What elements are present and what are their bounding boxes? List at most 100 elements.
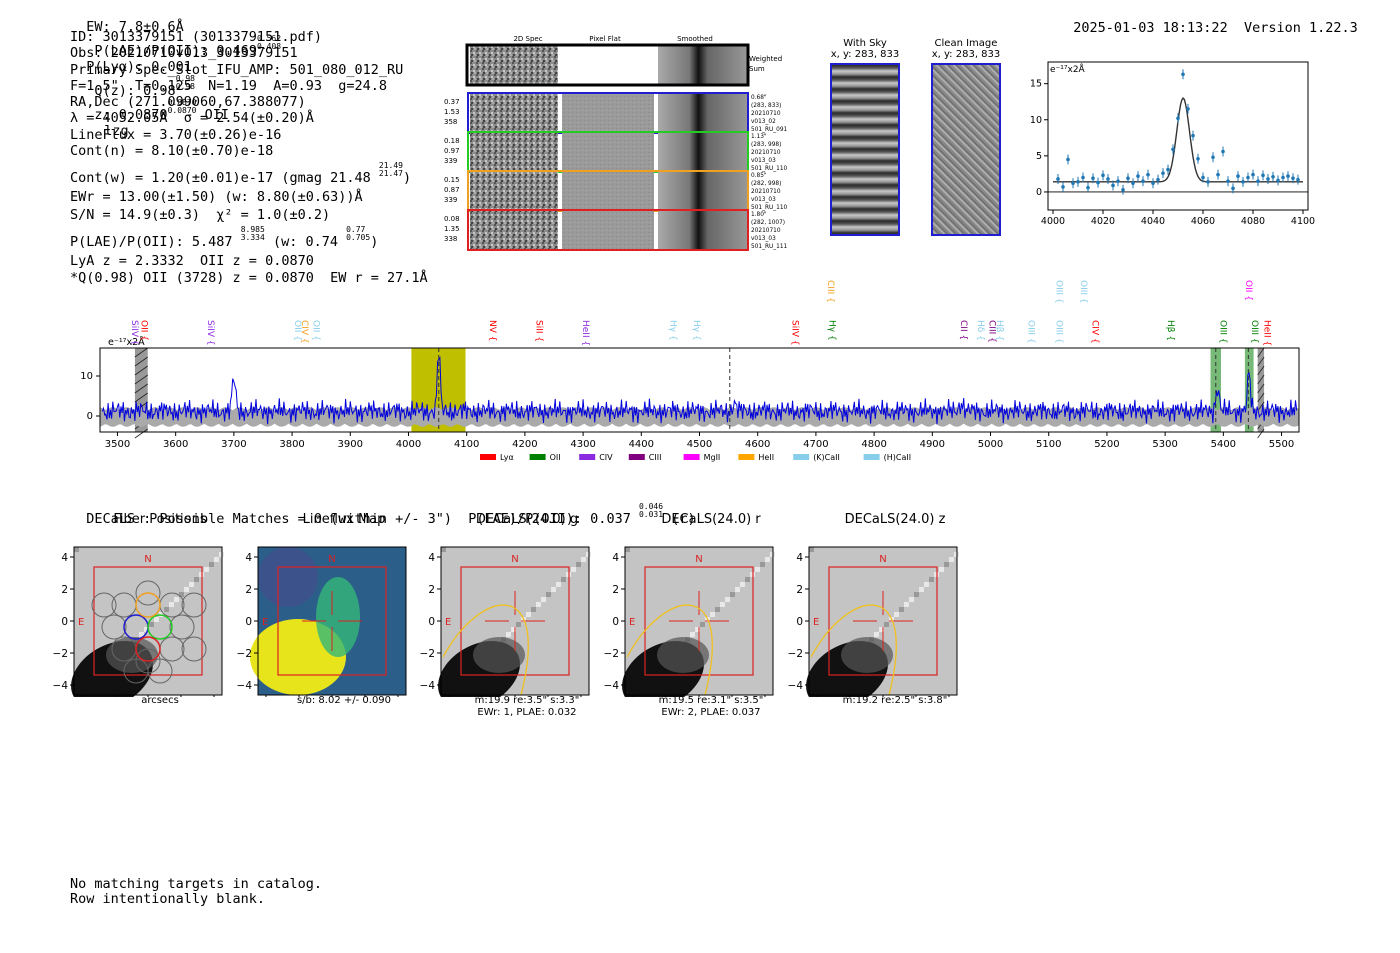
cutout-pixel (581, 557, 586, 562)
spectrum-x-tick-label: 4300 (570, 439, 595, 450)
fiber-row-meta: 20210710 (751, 189, 781, 195)
cutout-pixel (700, 622, 705, 627)
with-sky-title: With Sky x, y: 283, 833 (830, 38, 900, 60)
aperture-box (93, 566, 203, 676)
fiber-pixelflat (562, 172, 654, 210)
cutout-pixel (184, 587, 189, 592)
spectrum-x-tick-label: 4800 (861, 439, 886, 450)
zoom-data-point (1241, 180, 1245, 184)
spectrum-x-tick-label: 3600 (163, 439, 188, 450)
zoom-data-point (1106, 177, 1110, 181)
cutout-title: Fiber Positions (113, 512, 207, 527)
fiber-row-meta: 0.85" (751, 173, 767, 179)
cutout-y-tick-label: −4 (53, 680, 69, 692)
cutout-pixel (441, 547, 446, 552)
galaxy-halo (657, 637, 709, 673)
fiber-circle-green (147, 614, 173, 640)
legend-swatch (480, 454, 496, 460)
east-label: E (629, 617, 635, 628)
zoom-data-point (1236, 174, 1240, 178)
fiber-row-meta: 501_RU_110 (751, 166, 788, 172)
cutout-pixel (169, 602, 174, 607)
spectrum-hatch (1257, 401, 1265, 412)
fiber-row-stat: 338 (444, 235, 457, 243)
zoom-data-point (1226, 179, 1230, 183)
fiber-row-stat: 339 (444, 196, 457, 204)
clean-image-label: Clean Image (934, 38, 998, 49)
cutout-pixel (944, 562, 949, 567)
footer-line2: Row intentionally blank. (70, 891, 266, 907)
fiber-row: 0.15 0.87 339 0.85" (282, 998) 20210710 v013_0… (444, 170, 788, 212)
fiber-smoothed (658, 172, 748, 210)
col-title-smoothed: Smoothed (677, 35, 713, 43)
zoom-data-point (1141, 179, 1145, 183)
info-qline: *Q(0.98) OII (3728) z = 0.0870 EW r = 27… (70, 269, 428, 286)
zoom-axes (1047, 61, 1309, 211)
spectrum-hatch (134, 383, 148, 394)
zoom-data-point (1121, 187, 1125, 192)
cutout-y-tick-label: 4 (428, 552, 435, 564)
zoom-data-point (1166, 167, 1170, 172)
spectrum-hatch (1257, 392, 1265, 403)
legend-swatch (628, 454, 645, 460)
galaxy-halo (841, 637, 893, 673)
fiber-rows: 0.37 1.53 358 0.68" (283, 833) 20210710 v013_0… (444, 92, 788, 251)
cutout-pixel (909, 597, 914, 602)
header-version: Version 1.22.3 (1243, 20, 1358, 36)
spectrum-line-id: OIII { (1249, 320, 1259, 344)
zoom-x-tick-label: 4080 (1241, 216, 1265, 227)
fiber-circle (181, 592, 207, 618)
legend-swatch (529, 454, 546, 460)
cutout-pixel (720, 602, 725, 607)
spectrum-hatch (1257, 347, 1265, 358)
cutout-caption: m:19.2 re:2.5" s:3.8" (842, 695, 948, 706)
fiber-smoothed (658, 211, 748, 249)
spectrum-line-id: Hγ { (691, 320, 701, 341)
east-label: E (813, 617, 819, 628)
cutout-y-tick-label: −4 (420, 680, 436, 692)
footer-notes: No matching targets in catalog. Row inte… (70, 877, 322, 907)
cutout-pixel (511, 627, 516, 632)
cutout-pixel (809, 547, 814, 552)
cutout-y-tick-label: 4 (612, 552, 619, 564)
spectrum-line-id: SiIV { (790, 320, 800, 346)
col-title-2dspec: 2D Spec (513, 35, 542, 43)
spectrum-masked-band (1257, 348, 1265, 432)
spectrum-x-tick-label: 4400 (629, 439, 654, 450)
spectrum-line-id: CIII { (825, 280, 835, 303)
info-lineflux: LineFlux = 3.70(±0.26)e-16 (70, 126, 282, 143)
cutout-pixel (526, 612, 531, 617)
fiber-circle (169, 614, 195, 640)
fiber-row-meta: v013_03 (751, 197, 776, 203)
zoom-data-point (1081, 175, 1085, 180)
spectrum-y-tick-label: 10 (80, 371, 93, 382)
spectrum-x-tick-label: 5000 (978, 439, 1003, 450)
zoom-y-tick-label: 10 (1030, 115, 1042, 126)
cutout-image: NE−4−2024420−2−4 (53, 546, 224, 713)
info-fibers: F=1.5" T=0.125 N=1.19 A=0.93 g=24.8 (70, 77, 387, 94)
fiber-row-stat: 339 (444, 157, 457, 165)
cutout-pixel (730, 592, 735, 597)
info-contw: Cont(w) = 1.20(±0.01)e-17 (gmag 21.48 21… (70, 161, 412, 187)
info-plae: P(LAE)/P(OII): 5.487 8.985 3.334 (w: 0.74… (70, 225, 379, 251)
legend-label: MgII (704, 453, 721, 462)
clean-image-xy: x, y: 283, 833 (931, 49, 1001, 60)
spectrum-hatch (1257, 365, 1265, 376)
zoom-data-point (1266, 177, 1270, 181)
zoom-data-point (1071, 181, 1075, 186)
cutout-pixel (760, 562, 765, 567)
fiber-row-meta: (282, 998) (751, 181, 781, 187)
fiber-2dspec (470, 211, 558, 249)
legend-swatch (793, 454, 810, 460)
legend-label: CIV (599, 453, 613, 462)
zoom-data-point (1146, 172, 1150, 177)
zoom-y-tick-label: 15 (1030, 79, 1042, 90)
spectrum-x-tick-label: 4600 (745, 439, 770, 450)
header-ew: EW: 7.8±0.6Å (86, 19, 184, 35)
spectrum-y-tick-label: 0 (87, 411, 93, 422)
cutout-pixel (919, 587, 924, 592)
cutout-pixel (894, 612, 899, 617)
cutout-y-tick-label: −4 (604, 680, 620, 692)
ellipse-fit (810, 604, 897, 696)
header-q: Q(z): 0.980.98 0.98 (94, 74, 195, 100)
